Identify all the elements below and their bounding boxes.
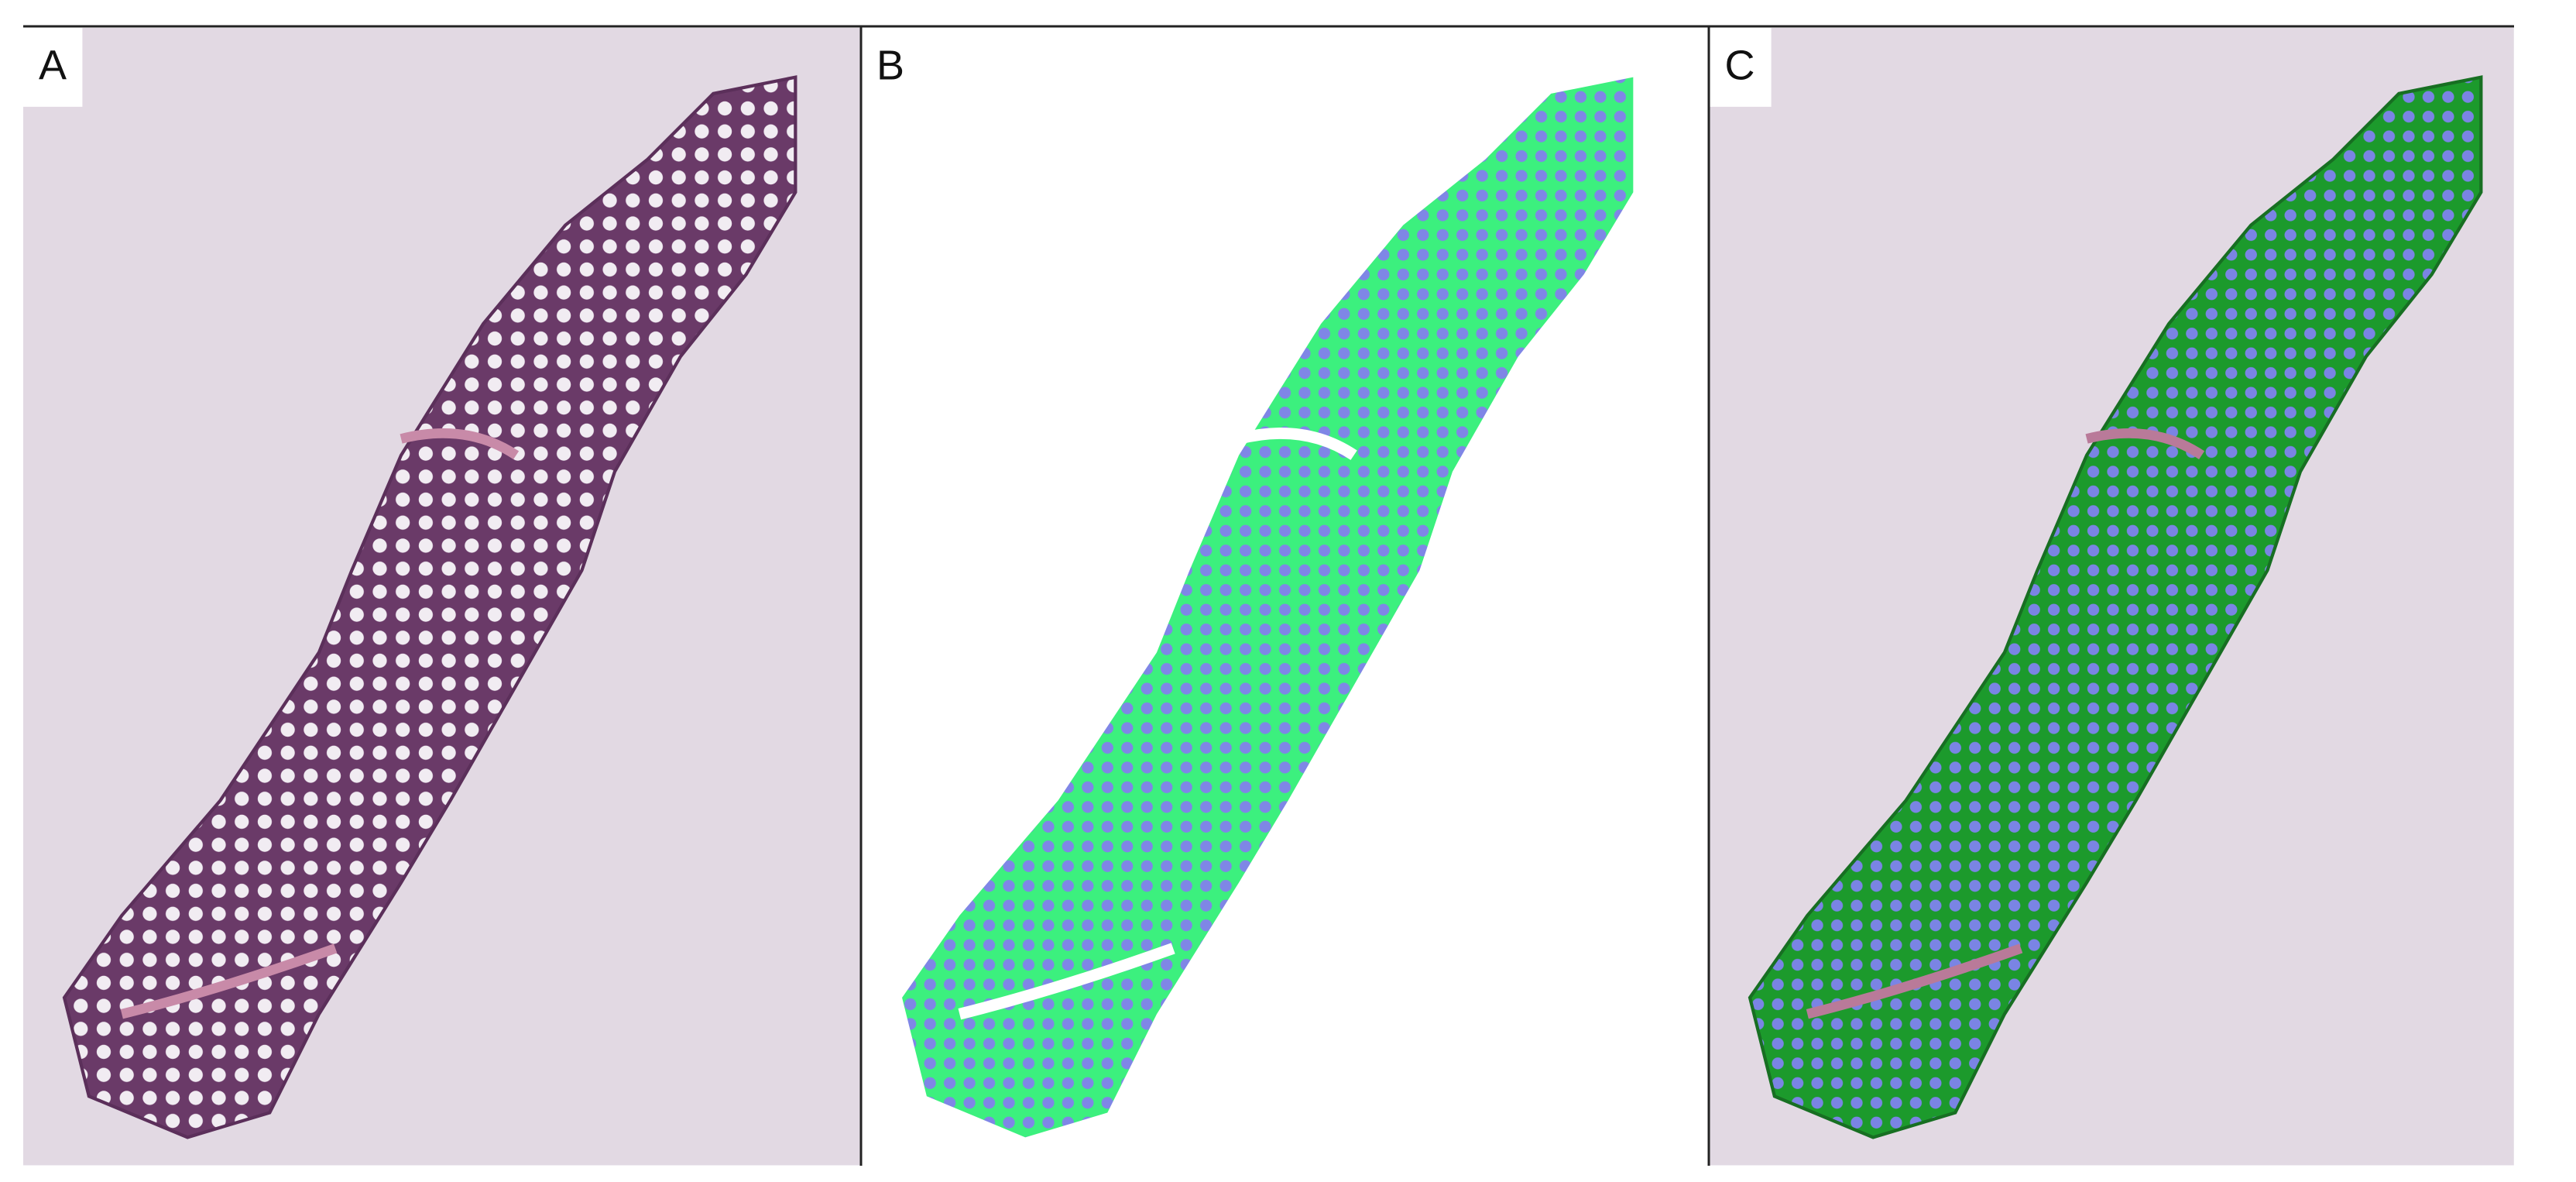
stroma: [2085, 428, 2205, 460]
panel-b: [861, 28, 1709, 1166]
stroma: [1806, 943, 2023, 1019]
label-box: [1709, 28, 1772, 107]
stroma: [400, 428, 520, 460]
gap: [958, 943, 1175, 1020]
panel-label: C: [1725, 42, 1755, 88]
panel-label: B: [876, 42, 904, 88]
panel-c: [1709, 28, 2514, 1166]
panel-label: A: [39, 42, 67, 88]
gap: [1237, 428, 1357, 460]
stroma: [120, 943, 338, 1019]
label-box: [861, 28, 921, 107]
label-box: [23, 28, 83, 107]
panel-a: [23, 28, 862, 1166]
